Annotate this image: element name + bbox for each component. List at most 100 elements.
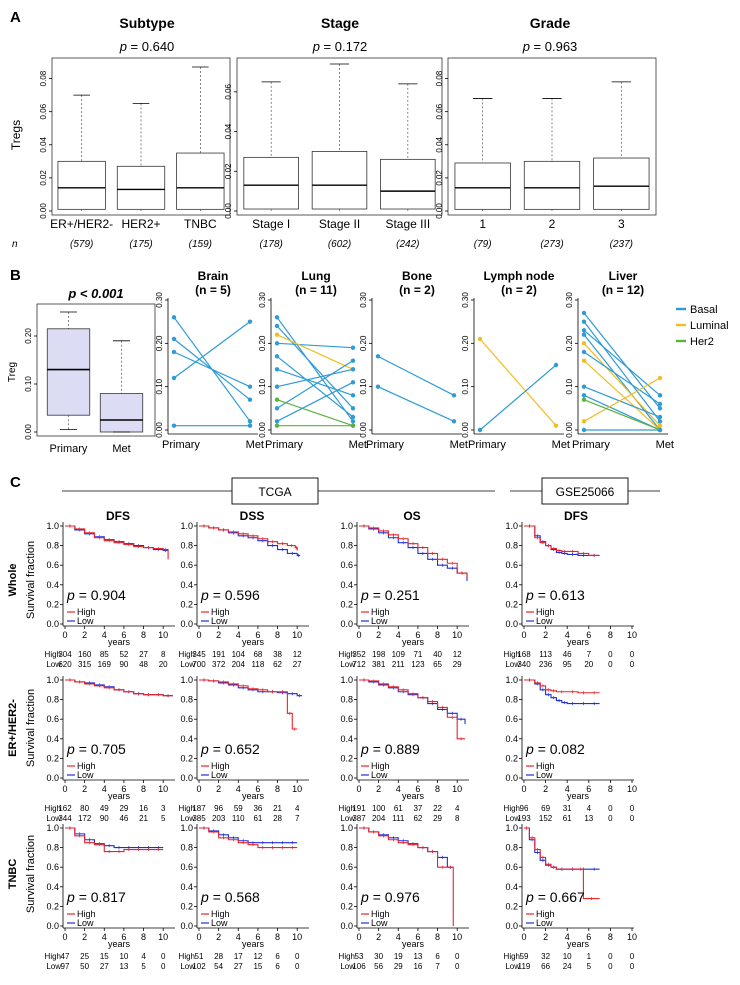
x-tick-label: 8 xyxy=(608,784,613,794)
p-value: = 0.963 xyxy=(534,39,578,54)
risk-low-label: Low xyxy=(340,962,355,971)
risk-low-count: 7 xyxy=(435,962,440,971)
y-tick-label: 0.04 xyxy=(224,123,233,139)
x-tick-label: 8 xyxy=(435,784,440,794)
pair-point xyxy=(171,375,177,381)
x-tick-label: 6 xyxy=(415,630,420,640)
x-tick-label: 4 xyxy=(396,630,401,640)
x-cat-primary: Primary xyxy=(265,439,303,451)
y-tick-label: 0.0 xyxy=(180,921,193,931)
y-tick-label: 1.0 xyxy=(340,675,353,685)
y-tick-label: 0.4 xyxy=(340,882,353,892)
km-curve-low xyxy=(359,827,454,868)
y-tick-label: 0.02 xyxy=(435,170,444,186)
risk-high-count: 52 xyxy=(119,650,128,659)
x-tick-label: 10 xyxy=(627,630,637,640)
pair-point xyxy=(350,414,356,420)
y-tick-label: 1.0 xyxy=(46,521,59,531)
pair-line xyxy=(276,316,354,422)
legend-low-label: Low xyxy=(77,616,94,626)
x-tick-label: 6 xyxy=(586,932,591,942)
legend-high-label: High xyxy=(371,761,390,771)
x-tick-label: 2 xyxy=(543,630,548,640)
risk-low-count: 28 xyxy=(273,814,282,823)
pair-point xyxy=(274,332,280,337)
y-tick-label: 0.8 xyxy=(180,695,193,705)
km-curve-high xyxy=(65,525,169,560)
x-tick-label: 4 xyxy=(102,630,107,640)
km-p-value: p = 0.596 xyxy=(200,587,260,603)
pair-point xyxy=(657,423,663,428)
pair-point xyxy=(350,393,356,398)
p-value: = 0.613 xyxy=(538,587,585,603)
pair-point xyxy=(274,423,280,428)
x-axis-label: years xyxy=(402,637,425,647)
box xyxy=(46,328,91,416)
p-symbol: p xyxy=(525,889,538,905)
pair-line xyxy=(173,351,251,388)
legend-label-her2: Her2 xyxy=(690,336,714,348)
pair-line xyxy=(479,338,557,427)
p-symbol: p xyxy=(525,741,538,757)
risk-low-label: Low xyxy=(180,660,195,669)
y-tick-label: 0.20 xyxy=(359,335,368,351)
pair-line xyxy=(583,351,661,405)
risk-high-count: 12 xyxy=(453,650,462,659)
risk-low-count: 56 xyxy=(374,962,383,971)
pair-point xyxy=(375,384,381,389)
legend-low-label: Low xyxy=(371,616,388,626)
y-tick-label: 0.30 xyxy=(461,292,470,308)
risk-high-count: 0 xyxy=(608,650,613,659)
x-tick-label: 0 xyxy=(62,784,67,794)
y-tick-label: 1.0 xyxy=(505,823,518,833)
x-tick-label: 4 xyxy=(236,784,241,794)
p-value: = 0.976 xyxy=(373,889,420,905)
y-tick-label: 1.0 xyxy=(180,823,193,833)
y-tick-label: 0.10 xyxy=(258,378,267,394)
n-count: (579) xyxy=(70,239,93,250)
km-curve-high xyxy=(199,827,298,849)
risk-low-count: 123 xyxy=(411,660,425,669)
y-tick-label: 0.2 xyxy=(46,599,59,609)
x-tick-label: 0 xyxy=(521,784,526,794)
x-tick-label: 8 xyxy=(141,784,146,794)
km-curve-high xyxy=(359,679,466,740)
y-tick-label: 0.04 xyxy=(435,136,444,152)
pair-point xyxy=(247,384,253,389)
legend-low-label: Low xyxy=(536,616,553,626)
pair-line xyxy=(276,368,354,388)
legend-high-label: High xyxy=(77,909,96,919)
risk-low-count: 24 xyxy=(563,962,572,971)
pair-point xyxy=(477,336,483,342)
y-tick-label: 1.0 xyxy=(505,675,518,685)
p-value: = 0.640 xyxy=(131,39,175,54)
risk-high-count: 51 xyxy=(195,952,204,961)
y-tick-label: 0.02 xyxy=(39,170,48,186)
y-tick-label: 0.2 xyxy=(505,901,518,911)
y-tick-label: 0.00 xyxy=(155,422,164,438)
y-tick-label: 0.30 xyxy=(155,292,164,308)
km-curve-high xyxy=(199,679,298,730)
y-tick-label: 0.10 xyxy=(24,376,33,392)
risk-low-count: 21 xyxy=(139,814,148,823)
risk-low-count: 712 xyxy=(352,660,366,669)
pair-point xyxy=(171,423,177,428)
category-label: TNBC xyxy=(184,217,217,231)
risk-high-count: 0 xyxy=(295,952,300,961)
y-tick-label: 0.8 xyxy=(46,843,59,853)
risk-low-count: 46 xyxy=(119,814,128,823)
risk-low-count: 344 xyxy=(58,814,72,823)
p-symbol: p xyxy=(200,889,213,905)
y-tick-label: 0.0 xyxy=(180,773,193,783)
y-tick-label: 0.06 xyxy=(435,103,444,119)
x-tick-label: 10 xyxy=(158,932,168,942)
box xyxy=(380,158,436,210)
risk-high-count: 15 xyxy=(100,952,109,961)
risk-high-count: 0 xyxy=(630,804,635,813)
y-tick-label: 1.0 xyxy=(180,521,193,531)
x-tick-label: 8 xyxy=(608,630,613,640)
legend-low-label: Low xyxy=(211,770,228,780)
x-tick-label: 0 xyxy=(521,630,526,640)
x-tick-label: 8 xyxy=(435,932,440,942)
p-value: = 0.904 xyxy=(79,587,126,603)
